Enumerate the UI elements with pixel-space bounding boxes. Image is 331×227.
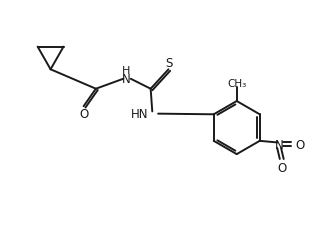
Text: S: S <box>166 57 173 70</box>
Text: N: N <box>122 72 131 85</box>
Text: O: O <box>295 138 305 151</box>
Text: H: H <box>122 65 131 75</box>
Text: O: O <box>79 108 88 121</box>
Text: N: N <box>275 138 284 151</box>
Text: CH₃: CH₃ <box>227 79 246 89</box>
Text: O: O <box>277 161 286 174</box>
Text: HN: HN <box>131 108 149 121</box>
